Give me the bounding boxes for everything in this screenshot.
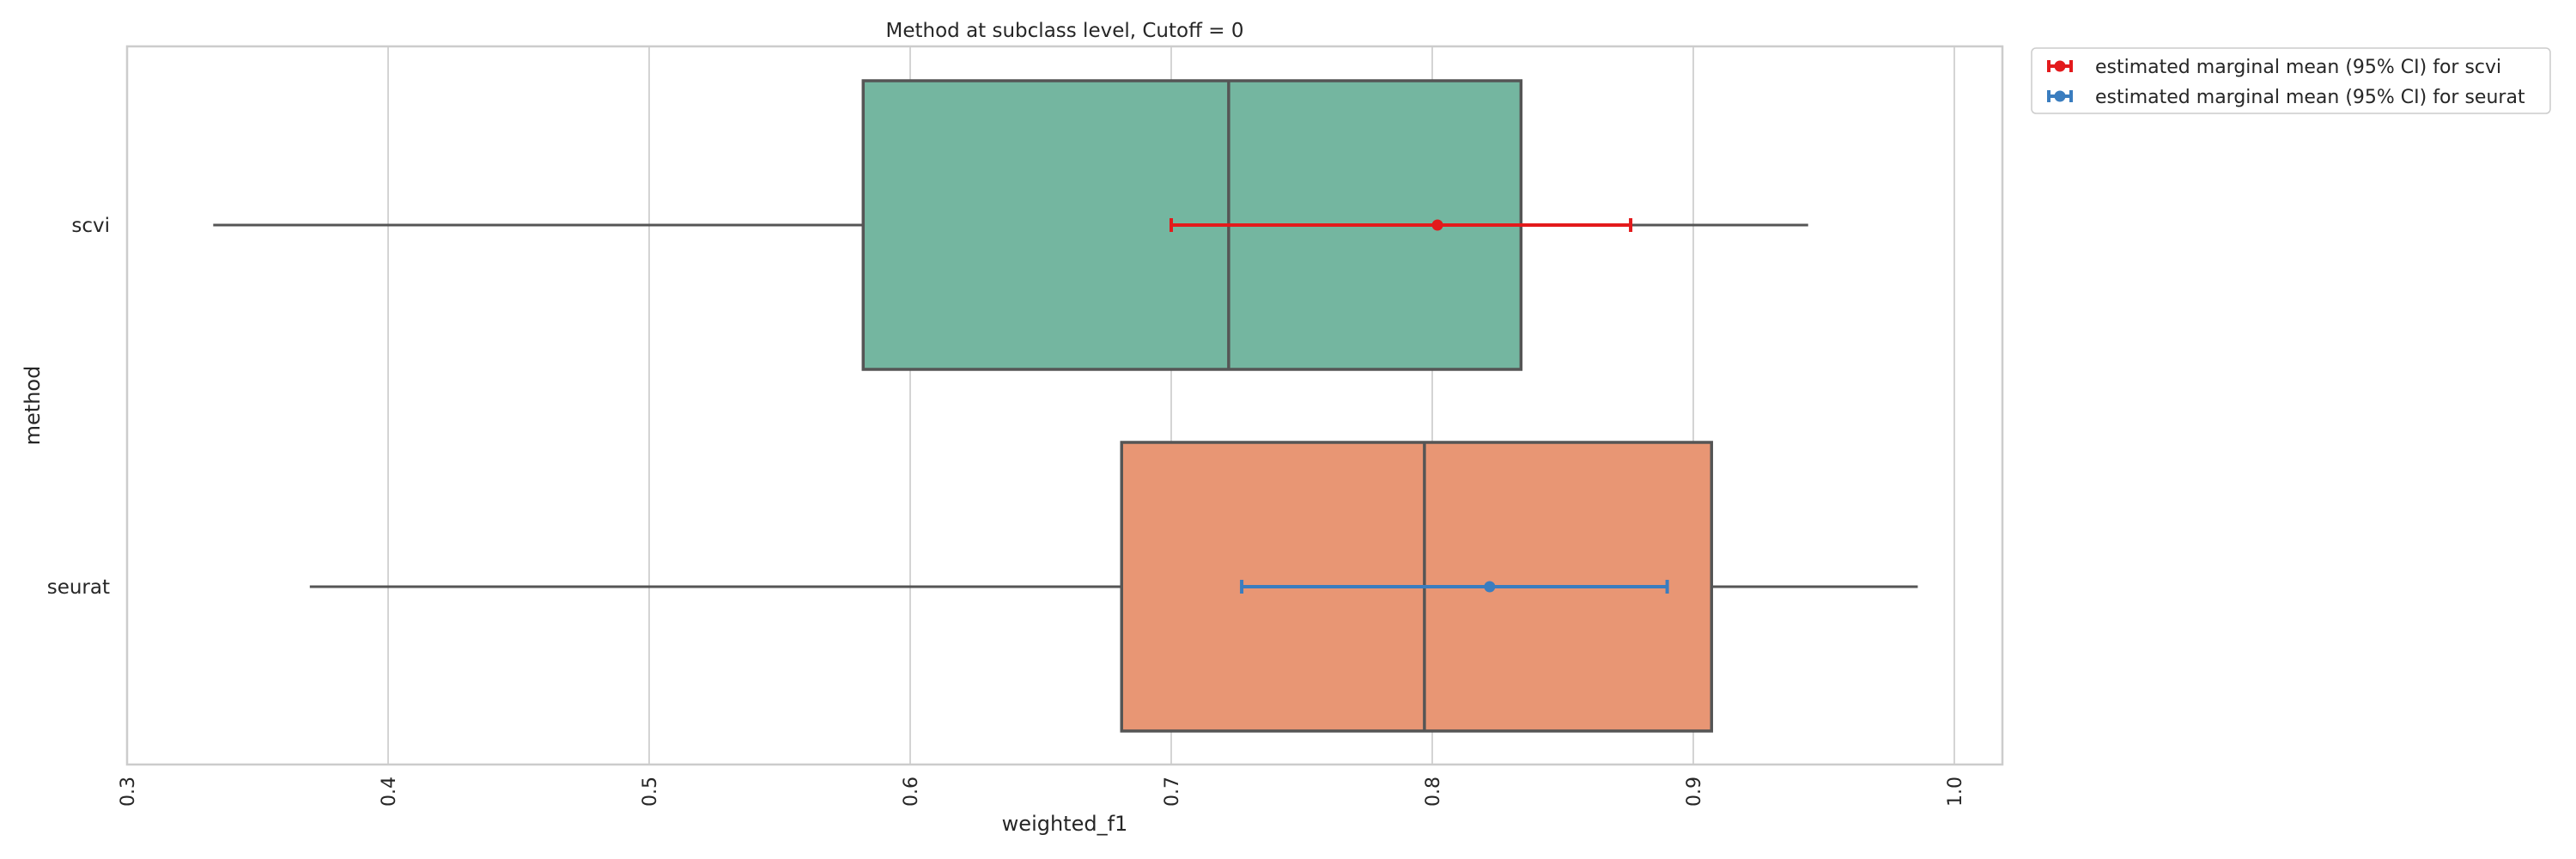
y-tick-label: scvi (71, 215, 110, 237)
y-axis-label: method (21, 366, 45, 446)
plot-frame (125, 45, 2004, 766)
x-tick-label: 0.6 (901, 777, 922, 807)
legend: estimated marginal mean (95% CI) for scv… (2031, 47, 2551, 114)
boxes (213, 79, 1918, 733)
mean-point (1431, 219, 1443, 231)
chart-title: Method at subclass level, Cutoff = 0 (886, 20, 1244, 42)
y-tick-labels: scvi seurat (47, 215, 110, 599)
mean-point (1484, 581, 1496, 593)
x-tick-label: 0.7 (1162, 777, 1183, 807)
x-tick-label: 1.0 (1945, 777, 1966, 807)
x-tick-label: 0.3 (118, 777, 139, 807)
legend-marker-point (2054, 90, 2066, 102)
x-tick-label: 0.9 (1684, 777, 1705, 807)
x-axis-label: weighted_f1 (1002, 812, 1128, 836)
legend-frame (2031, 47, 2551, 114)
x-tick-label: 0.5 (640, 777, 661, 807)
error-bars (1170, 218, 1669, 594)
y-tick-label: seurat (47, 576, 110, 599)
x-tick-label: 0.8 (1423, 777, 1444, 807)
legend-marker-point (2054, 60, 2066, 72)
legend-label: estimated marginal mean (95% CI) for seu… (2095, 87, 2525, 108)
legend-label: estimated marginal mean (95% CI) for scv… (2095, 57, 2501, 78)
x-tick-label: 0.4 (379, 777, 400, 807)
x-tick-labels: 0.3 0.4 0.5 0.6 0.7 0.8 0.9 1.0 (118, 777, 1966, 807)
